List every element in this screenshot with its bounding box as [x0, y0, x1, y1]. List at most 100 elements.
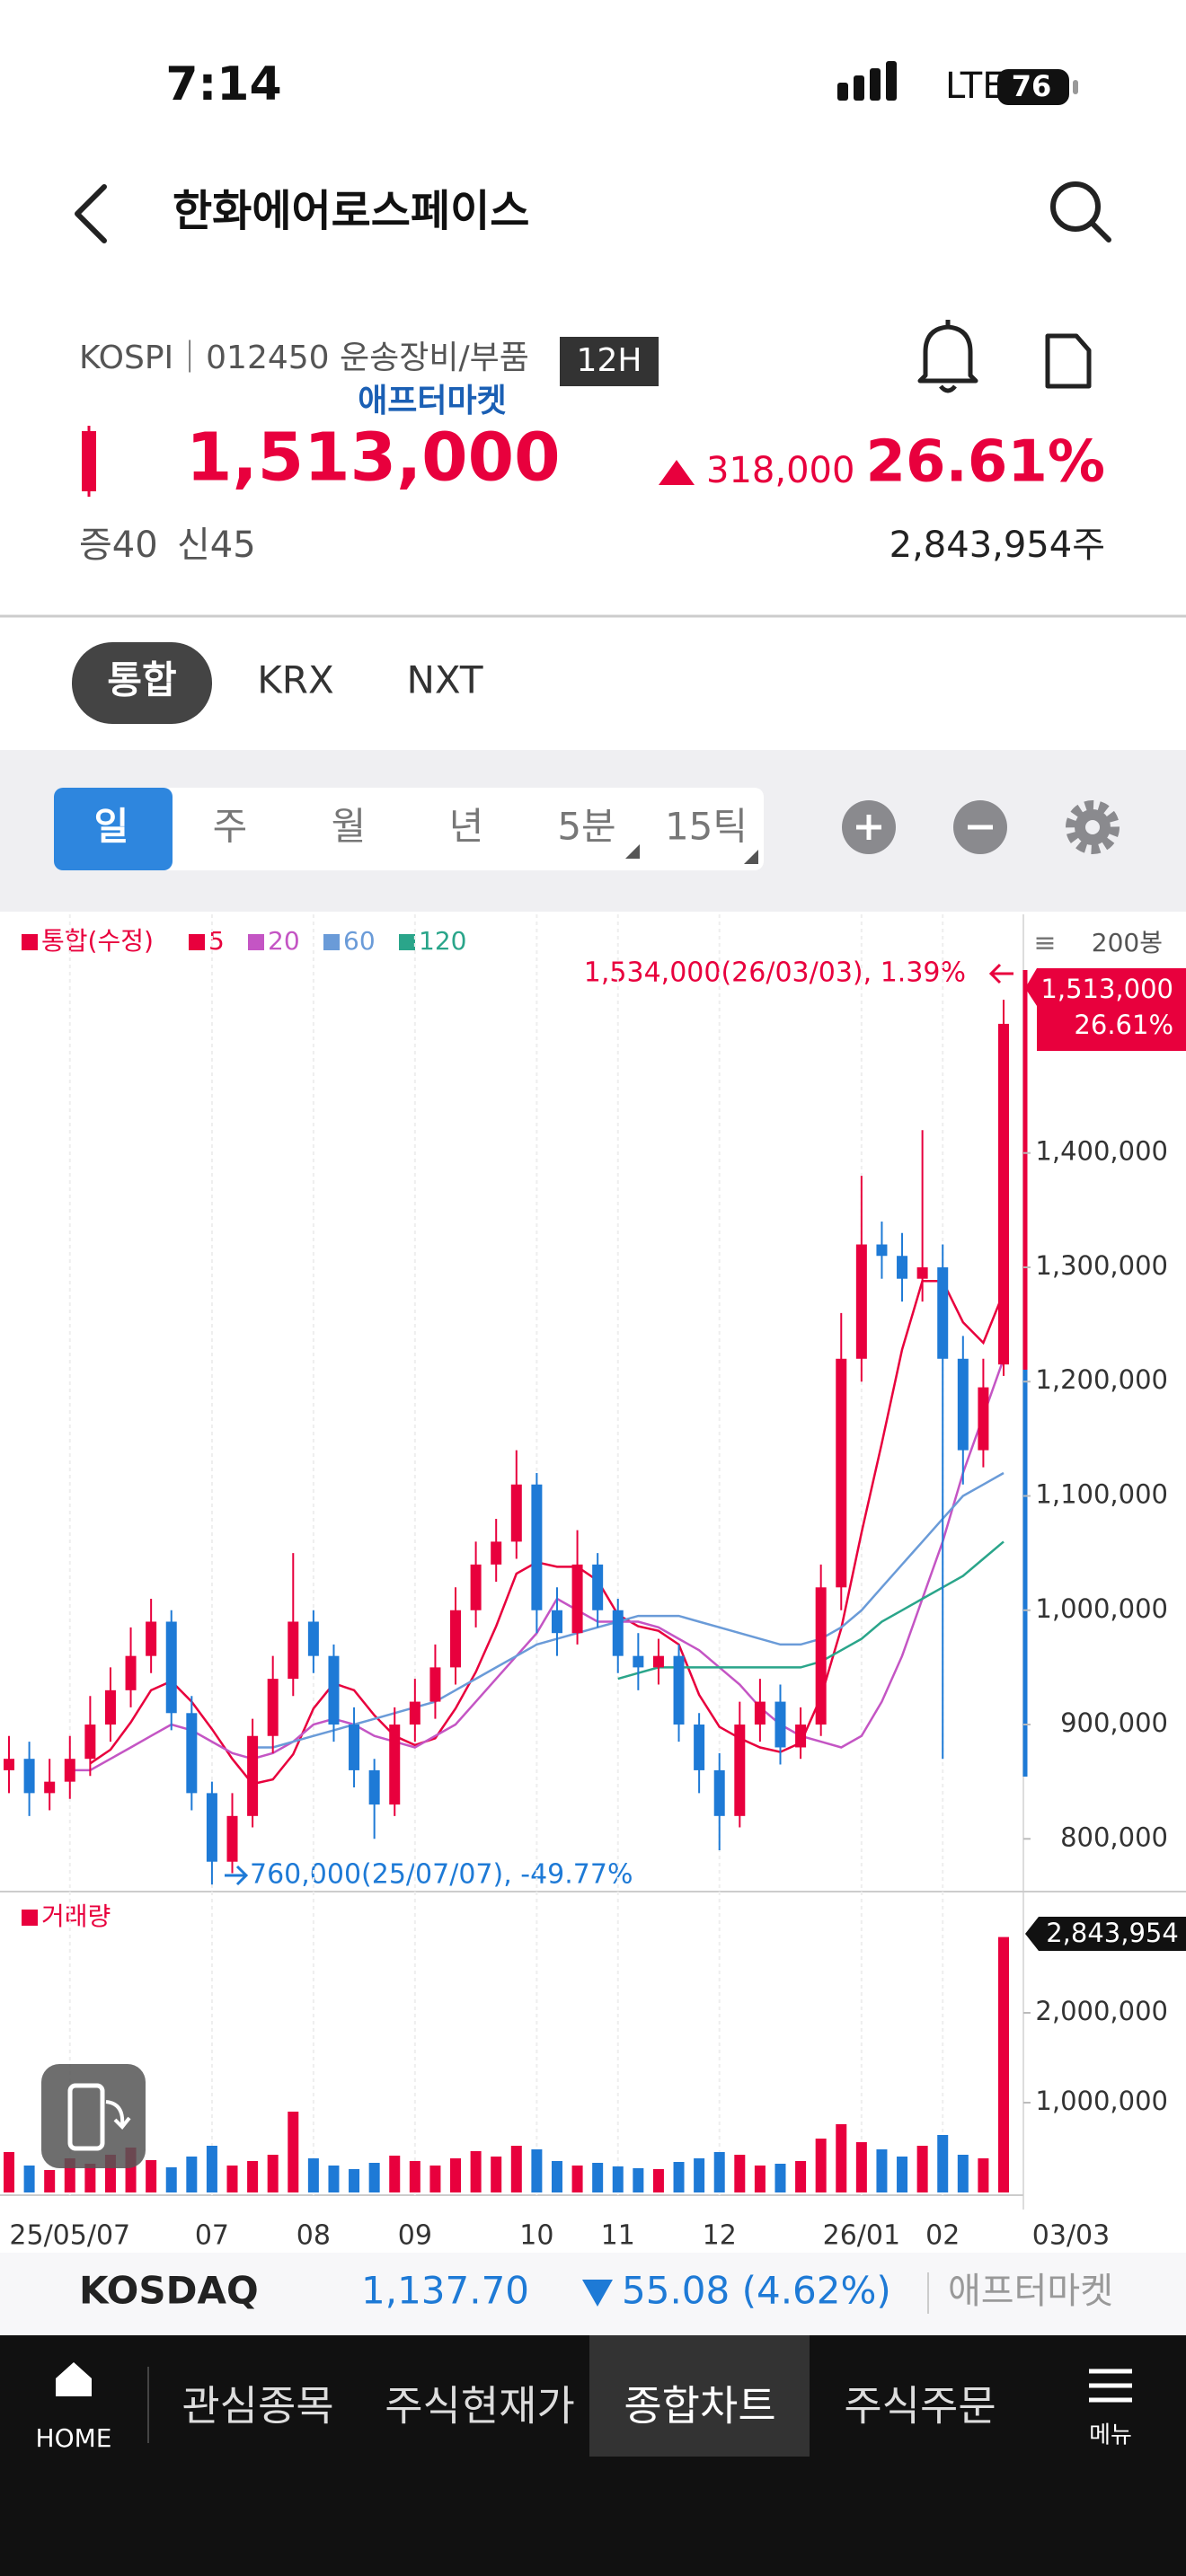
volume-bar — [734, 2155, 746, 2192]
candle-body — [836, 1358, 847, 1588]
margin-badge: 증40 — [79, 525, 158, 566]
candle-body — [855, 1244, 867, 1359]
price-tag-rate: 26.61% — [1074, 1010, 1173, 1040]
candle-body — [510, 1484, 522, 1542]
volume-bar — [186, 2157, 198, 2192]
price-tag-value: 1,513,000 — [1040, 974, 1173, 1004]
nav-item[interactable]: 주식주문 — [844, 2382, 996, 2430]
candle-body — [349, 1725, 360, 1770]
x-tick-label: 12 — [703, 2220, 737, 2252]
volume-bar — [146, 2160, 157, 2192]
memo-button[interactable] — [1045, 333, 1092, 389]
candle-body — [531, 1484, 543, 1610]
legend-swatch — [189, 934, 205, 950]
candle-body — [104, 1689, 116, 1725]
price-change: 318,000 — [706, 450, 854, 491]
home-icon[interactable] — [56, 2362, 92, 2396]
nav-selected-bg — [589, 2335, 810, 2457]
exchange-tab[interactable]: 통합 — [107, 658, 176, 702]
back-button[interactable] — [75, 184, 107, 243]
volume-bar — [84, 2164, 96, 2192]
period-button[interactable]: 주 — [213, 805, 248, 849]
y-tick-label: 1,200,000 — [1035, 1364, 1168, 1395]
volume-tag — [1025, 1917, 1186, 1951]
market-info: KOSPI｜012450 운송장비/부품 — [79, 340, 529, 376]
volume-bar — [409, 2161, 420, 2192]
y-tick-label: 900,000 — [1060, 1707, 1168, 1738]
volume-bar — [612, 2166, 624, 2192]
bar-count[interactable]: 200봉 — [1092, 928, 1163, 957]
volume-bar — [226, 2166, 238, 2192]
legend-label: 5 — [208, 926, 225, 956]
legend-swatch — [22, 1910, 38, 1926]
chart: ≡ 200봉 통합(수정) 760,000(25/07/07), -49.77%… — [0, 914, 1186, 2252]
nav-item[interactable]: 관심종목 — [181, 2382, 333, 2430]
page-title: 한화에어로스페이스 — [173, 186, 529, 236]
candle-body — [44, 1781, 56, 1794]
badge-bg — [560, 337, 659, 386]
volume-bar — [44, 2170, 56, 2192]
volume-bar — [328, 2166, 340, 2192]
x-tick-label: 10 — [519, 2220, 553, 2252]
candle-body — [694, 1725, 705, 1770]
x-tick-label: 08 — [296, 2220, 331, 2252]
candle-body — [571, 1564, 583, 1634]
candle-body — [4, 1759, 14, 1770]
exchange-tab[interactable]: NXT — [406, 658, 482, 702]
period-button[interactable]: 일 — [94, 805, 129, 849]
period-button[interactable]: 15틱 — [665, 805, 748, 849]
candle-body — [84, 1725, 96, 1760]
volume-bar — [23, 2166, 35, 2192]
volume-bar — [267, 2155, 279, 2192]
ticker-session: 애프터마켓 — [948, 2271, 1113, 2312]
candle-body — [978, 1387, 989, 1451]
period-button[interactable]: 년 — [449, 805, 484, 849]
period-button[interactable]: 월 — [332, 805, 367, 849]
moving-average-line — [252, 1471, 1005, 1749]
volume-bar — [855, 2142, 867, 2192]
candle-body — [450, 1610, 462, 1668]
candle-body — [652, 1655, 664, 1668]
volume-bar — [206, 2146, 217, 2192]
candle-body — [491, 1541, 502, 1565]
network-label: LTE — [945, 66, 1005, 107]
candle-body — [612, 1610, 624, 1656]
candle-body — [754, 1701, 766, 1725]
volume-bar — [916, 2146, 928, 2192]
zoom-out-button[interactable] — [953, 800, 1007, 854]
rotate-button[interactable] — [41, 2064, 146, 2168]
nav-home[interactable]: HOME — [36, 2423, 112, 2453]
search-button[interactable] — [1050, 181, 1111, 243]
exchange-tab[interactable]: KRX — [257, 658, 334, 702]
volume-bar — [450, 2158, 462, 2192]
margin-badge: 신45 — [177, 525, 256, 566]
alarm-button[interactable] — [917, 320, 978, 393]
period-button[interactable]: 5분 — [557, 805, 615, 849]
up-triangle — [659, 460, 695, 485]
period-control — [54, 788, 764, 870]
candle-body — [288, 1621, 299, 1680]
volume-legend: 거래량 — [41, 1901, 111, 1931]
ticker-name[interactable]: KOSDAQ — [79, 2269, 259, 2313]
candle-body — [916, 1266, 928, 1279]
nav-item[interactable]: 주식현재가 — [385, 2382, 575, 2430]
candle-body — [998, 1023, 1009, 1365]
menu-icon[interactable] — [1089, 2369, 1132, 2403]
volume-bar — [531, 2149, 543, 2192]
candle-body — [247, 1735, 259, 1816]
y-tick-label: 2,000,000 — [1035, 1996, 1168, 2026]
volume-bar — [592, 2163, 604, 2192]
candle-body — [734, 1725, 746, 1816]
volume-bar — [288, 2112, 299, 2192]
zoom-in-button[interactable] — [842, 800, 896, 854]
volume-tag-value: 2,843,954 — [1046, 1918, 1179, 1948]
nav-menu[interactable]: 메뉴 — [1089, 2422, 1132, 2449]
legend-label: 20 — [268, 926, 300, 956]
nav-item[interactable]: 종합차트 — [624, 2382, 775, 2430]
list-icon[interactable]: ≡ — [1033, 928, 1056, 959]
settings-button[interactable] — [1066, 800, 1120, 854]
volume-bar — [247, 2161, 259, 2192]
volume-bar — [795, 2161, 807, 2192]
battery — [997, 69, 1069, 105]
